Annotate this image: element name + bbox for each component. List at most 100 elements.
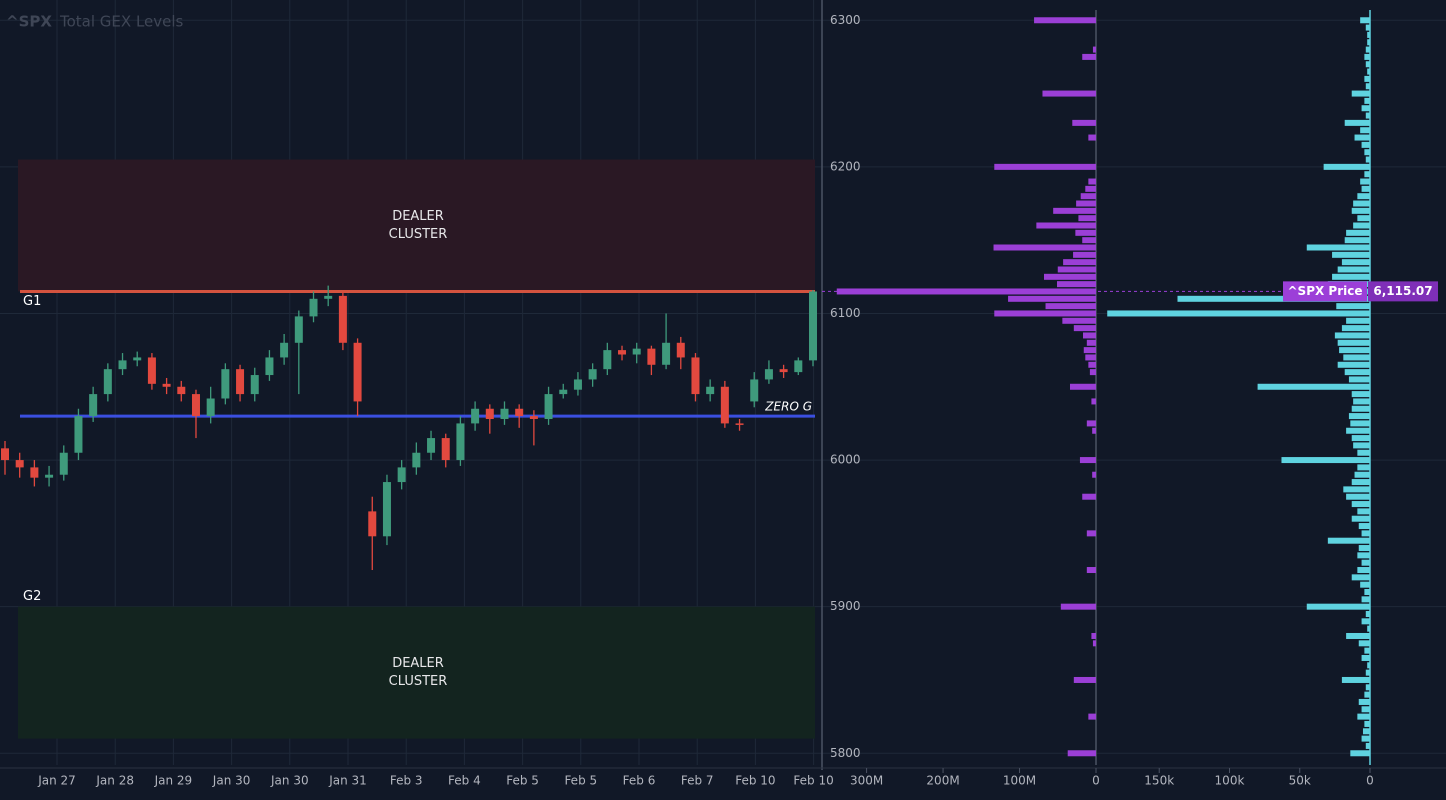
x-tick-label: Feb 4	[448, 774, 481, 788]
gex-bar	[1346, 317, 1370, 324]
gex-bar	[1078, 215, 1096, 222]
gex-bar	[1364, 171, 1370, 178]
candle-body	[382, 482, 391, 537]
zone-label: CLUSTER	[389, 674, 448, 689]
gex-bar	[1351, 90, 1370, 97]
x-tick-label: Feb 10	[793, 774, 833, 788]
gex-bar	[1332, 273, 1370, 280]
gex-bar	[1361, 105, 1370, 112]
candle-body	[676, 342, 685, 358]
y-tick-label: 6100	[830, 306, 861, 320]
gex-bar	[1076, 200, 1096, 207]
gex-bar	[1034, 17, 1096, 24]
candle-body	[177, 386, 186, 395]
gex-bar	[1364, 589, 1370, 596]
gex-bar	[1073, 251, 1096, 258]
gex-bar	[1281, 457, 1370, 464]
gex-bar	[1057, 281, 1096, 288]
candle-body	[221, 369, 230, 399]
candle-body	[588, 369, 597, 380]
chart-title: Total GEX Levels	[59, 13, 184, 31]
x-tick-label: Jan 30	[270, 774, 309, 788]
gex-bar	[1351, 435, 1370, 442]
gex-bar	[1092, 427, 1096, 434]
candle-body	[662, 342, 671, 365]
gex-bar	[1361, 706, 1370, 713]
candle-body	[45, 474, 54, 478]
x-tick-label: Jan 27	[37, 774, 76, 788]
candle-body	[250, 375, 259, 395]
candle-body	[236, 369, 245, 395]
gex-bar	[1323, 163, 1370, 170]
gex-bar	[1354, 471, 1370, 478]
gex-bar	[1036, 222, 1096, 229]
candle-body	[750, 379, 759, 402]
x-tick-label: 300M	[850, 774, 883, 788]
candle-body	[735, 423, 744, 425]
gex-bar	[1351, 207, 1370, 214]
candle-body	[544, 394, 553, 420]
gex-bar	[1361, 596, 1370, 603]
dealer-cluster-zone	[18, 159, 815, 292]
gex-bar	[1361, 530, 1370, 537]
candle-body	[720, 386, 729, 424]
gex-bar	[1327, 537, 1370, 544]
gex-bar	[1367, 662, 1370, 669]
gex-bar	[1364, 149, 1370, 156]
y-tick-label: 6200	[830, 159, 861, 173]
gex-bar	[1070, 383, 1096, 390]
candle-body	[427, 438, 436, 453]
gex-bar	[1358, 545, 1370, 552]
gex-bar	[1107, 310, 1370, 317]
gex-bar	[1360, 178, 1370, 185]
candle-body	[573, 379, 582, 390]
gex-bar	[1073, 325, 1096, 332]
gex-bar	[1346, 632, 1370, 639]
candle-body	[162, 383, 171, 387]
level-label: ZERO G	[764, 400, 812, 414]
gex-bar	[1088, 178, 1096, 185]
gex-bar	[1357, 567, 1370, 574]
gex-bar	[1060, 603, 1096, 610]
gex-bar	[1072, 119, 1096, 126]
gex-bar	[1357, 464, 1370, 471]
x-tick-label: 0	[1366, 774, 1374, 788]
candle-body	[1, 448, 9, 461]
gex-bar	[1365, 83, 1370, 90]
y-tick-label: 5800	[830, 746, 861, 760]
gex-bar	[1348, 413, 1370, 420]
gex-bar	[1341, 325, 1370, 332]
candle-body	[603, 350, 612, 370]
gex-bar	[1177, 295, 1370, 302]
gex-bar	[1365, 742, 1370, 749]
gex-bar	[1354, 134, 1370, 141]
x-tick-label: 200M	[926, 774, 959, 788]
gex-bar	[1085, 185, 1096, 192]
candle-body	[632, 348, 641, 355]
gex-bar	[1079, 457, 1096, 464]
x-tick-label: Jan 28	[95, 774, 134, 788]
candle-body	[30, 467, 39, 478]
gex-bar	[1091, 632, 1096, 639]
gex-bar	[1353, 442, 1370, 449]
gex-bar	[1361, 735, 1370, 742]
candle-body	[809, 291, 817, 361]
candle-body	[118, 360, 127, 370]
gex-bar	[1357, 552, 1370, 559]
x-tick-label: Feb 3	[390, 774, 423, 788]
candle-body	[441, 438, 450, 461]
candle-body	[456, 423, 465, 461]
gex-bar	[1361, 654, 1370, 661]
gex-bar	[1364, 647, 1370, 654]
zone-label: DEALER	[392, 656, 444, 671]
candle-body	[779, 369, 788, 373]
gex-bar	[1086, 530, 1096, 537]
gex-bar	[1088, 361, 1096, 368]
gex-bar	[1350, 420, 1370, 427]
candle-body	[794, 360, 803, 373]
gex-bar	[1088, 134, 1096, 141]
x-tick-label: 100M	[1003, 774, 1036, 788]
gex-bar	[1082, 493, 1096, 500]
x-tick-label: Feb 5	[564, 774, 597, 788]
candle-body	[412, 452, 421, 468]
